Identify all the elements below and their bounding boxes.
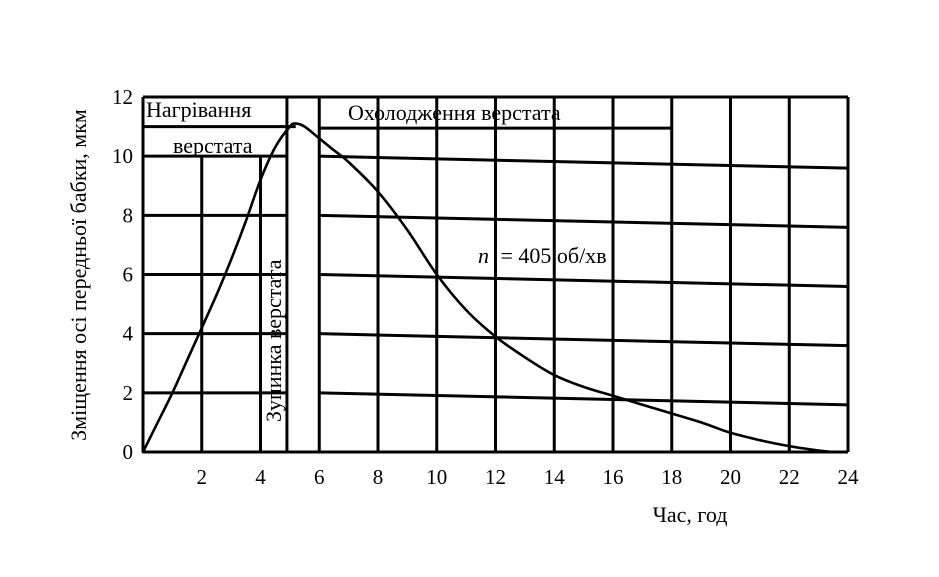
grid-line-horizontal-cooling: [319, 213, 849, 229]
y-axis-title: Зміщення осі передньої бабки, мкм: [66, 109, 91, 441]
x-tick-label: 2: [197, 465, 208, 489]
x-axis-title: Час, год: [653, 502, 728, 527]
grid-line-horizontal-cooling: [319, 273, 849, 288]
y-tick-label: 12: [112, 85, 133, 109]
annotation-cooling: Охолодження верстата: [348, 100, 561, 125]
x-tick-label: 16: [603, 465, 624, 489]
x-tick-label: 18: [661, 465, 682, 489]
x-tick-label: 12: [485, 465, 506, 489]
y-tick-label: 6: [123, 263, 134, 287]
x-tick-label: 24: [838, 465, 860, 489]
y-tick-label: 4: [123, 322, 134, 346]
annotation-heating-line1: Нагрівання: [146, 97, 251, 122]
y-tick-label: 10: [112, 144, 133, 168]
curve-layer: [141, 122, 835, 454]
grid-line-horizontal-cooling: [319, 332, 849, 348]
grid-layer: [141, 95, 850, 454]
annotation-speed: n = 405 об/хв: [478, 243, 607, 268]
x-tick-label: 14: [544, 465, 566, 489]
grid-line-horizontal-cooling: [319, 154, 849, 170]
x-tick-label: 22: [779, 465, 800, 489]
annotation-stop: Зупинка верстата: [261, 259, 286, 422]
annotation-heating-line2: верстата: [173, 133, 253, 158]
x-tick-label: 10: [426, 465, 447, 489]
series-line-displacement: [141, 122, 835, 454]
x-tick-label: 20: [720, 465, 741, 489]
grid-line-horizontal-cooling: [319, 391, 849, 407]
y-tick-label: 8: [123, 203, 134, 227]
x-tick-label: 8: [373, 465, 384, 489]
y-tick-label: 2: [123, 381, 134, 405]
y-tick-label: 0: [123, 440, 134, 464]
annotation-speed-variable: n: [478, 243, 489, 268]
x-tick-label: 4: [255, 465, 266, 489]
x-tick-label: 6: [314, 465, 325, 489]
annotation-speed-value: = 405 об/хв: [501, 243, 607, 268]
